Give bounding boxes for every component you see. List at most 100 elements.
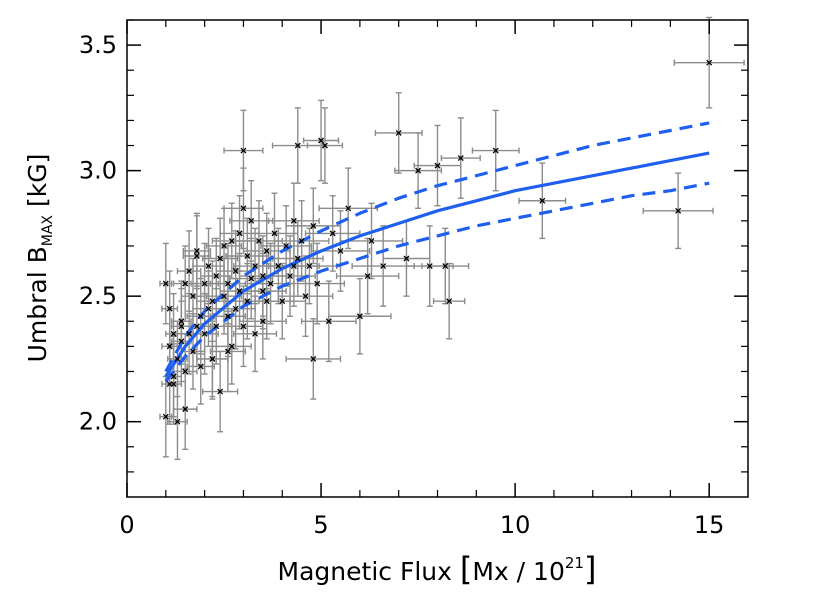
data-point	[279, 298, 286, 305]
data-point	[186, 330, 193, 337]
fit-solid-line	[164, 151, 710, 378]
data-point	[446, 298, 453, 305]
data-point	[193, 253, 200, 259]
data-point	[213, 323, 220, 330]
data-point	[248, 217, 255, 224]
data-point	[539, 197, 546, 204]
data-point	[395, 130, 402, 136]
data-point	[197, 313, 204, 320]
data-point	[201, 330, 208, 337]
data-point	[325, 318, 332, 325]
x-axis-title-superscript: 21	[565, 554, 584, 572]
data-point	[217, 255, 224, 262]
x-axis-title-bracket-close: ]	[584, 550, 596, 588]
data-point	[310, 355, 317, 362]
data-point	[224, 313, 231, 320]
data-point	[193, 323, 200, 330]
data-point	[298, 237, 305, 244]
data-point	[302, 293, 309, 300]
y-axis-title: Umbral BMAX [kG]	[23, 154, 56, 363]
data-point	[182, 406, 189, 413]
data-point	[259, 288, 266, 295]
data-point	[364, 273, 371, 280]
data-point	[166, 343, 173, 350]
data-point	[209, 355, 216, 362]
x-tick-label: 0	[119, 511, 134, 539]
data-points-layer	[162, 59, 713, 425]
data-point	[337, 248, 344, 254]
data-point	[244, 298, 251, 305]
data-point	[356, 313, 363, 320]
data-point	[380, 263, 387, 269]
data-point	[178, 338, 185, 345]
x-tick-label: 10	[500, 511, 531, 539]
data-point	[190, 293, 196, 300]
data-point	[290, 217, 297, 224]
data-point	[228, 343, 235, 350]
data-point	[240, 323, 247, 330]
data-point	[240, 205, 247, 212]
data-point	[221, 242, 227, 249]
data-point	[221, 293, 227, 300]
y-axis-title-subscript: MAX	[40, 215, 56, 247]
data-point	[224, 280, 231, 287]
y-tick-label: 2.5	[79, 282, 117, 310]
data-point	[283, 242, 290, 249]
fit-lines-layer	[164, 121, 710, 383]
x-tick-label: 15	[694, 511, 725, 539]
data-point	[170, 373, 177, 380]
data-point	[306, 263, 313, 269]
y-axis-title-unit: [kG]	[23, 154, 52, 207]
data-point	[318, 137, 325, 144]
data-point	[178, 323, 185, 330]
data-point	[162, 413, 169, 420]
data-point	[162, 280, 169, 287]
x-axis-title-unit: Mx / 10	[472, 557, 565, 586]
data-point	[166, 305, 173, 312]
data-point	[166, 381, 173, 387]
data-point	[193, 248, 200, 254]
data-point	[244, 253, 251, 259]
x-tick-label: 5	[313, 511, 328, 539]
data-point	[174, 418, 181, 425]
data-point	[232, 305, 239, 312]
data-point	[294, 255, 301, 262]
data-point	[426, 263, 433, 269]
data-point	[190, 348, 196, 355]
fit-bound-dashed-line	[164, 181, 710, 383]
data-point	[321, 142, 328, 149]
data-point	[186, 268, 193, 275]
y-axis-title-main: Umbral B	[23, 246, 52, 362]
x-axis-title-main: Magnetic Flux	[278, 557, 460, 586]
y-tick-label: 3.5	[79, 31, 117, 59]
data-point	[329, 230, 336, 237]
data-point	[442, 263, 449, 269]
data-point	[178, 318, 185, 325]
y-tick-label: 3.0	[79, 157, 117, 185]
data-point	[271, 230, 278, 237]
data-point	[263, 248, 270, 254]
data-point	[209, 298, 216, 305]
data-point	[275, 263, 282, 269]
data-point	[197, 363, 204, 370]
data-point	[263, 298, 270, 305]
x-axis-title-bracket-open: [	[460, 550, 472, 588]
data-point	[205, 263, 212, 269]
data-point	[706, 59, 713, 66]
data-point	[174, 355, 181, 362]
data-point	[259, 318, 266, 325]
data-point	[310, 222, 317, 229]
data-point	[170, 330, 177, 337]
data-point	[290, 263, 297, 269]
data-point	[345, 205, 352, 212]
data-point	[205, 305, 212, 312]
data-point	[259, 273, 266, 280]
data-point	[182, 368, 189, 375]
data-point	[236, 230, 243, 237]
data-point	[256, 237, 262, 244]
data-point	[182, 280, 189, 287]
data-point	[287, 273, 293, 280]
data-point	[314, 280, 321, 287]
fit-bound-dashed-line	[164, 121, 710, 373]
data-point	[457, 155, 464, 162]
